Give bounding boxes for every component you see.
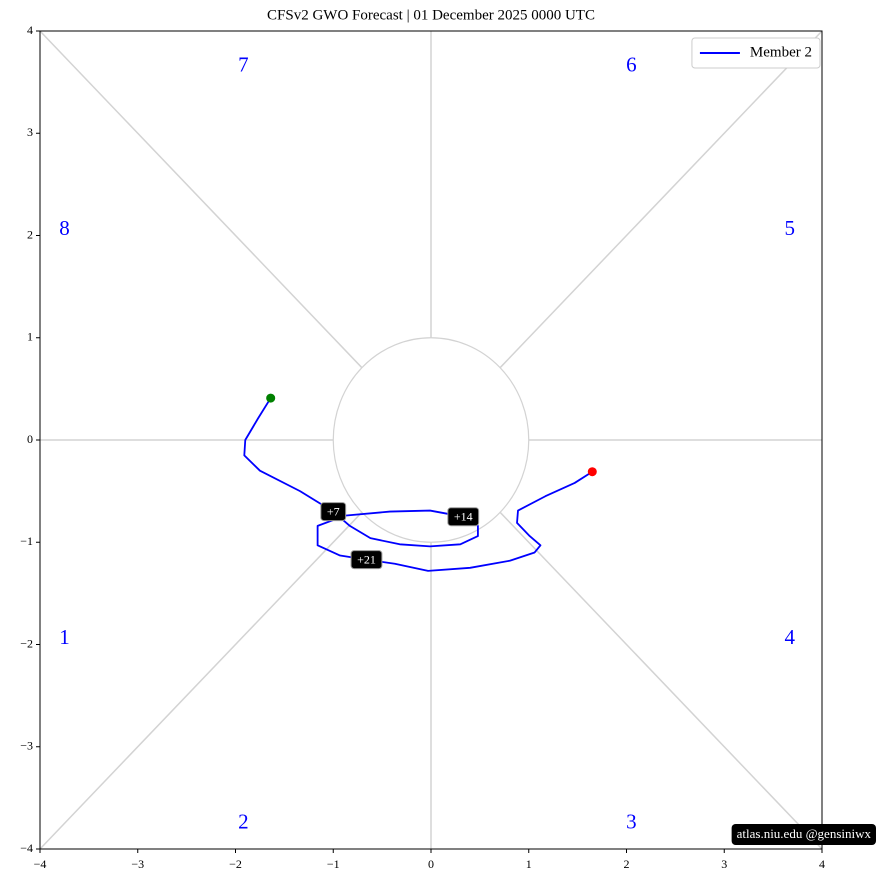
day-label: +21 <box>350 550 383 570</box>
x-tick-label: 3 <box>721 857 727 871</box>
y-tick-label: 2 <box>27 227 33 241</box>
day-label-box <box>320 502 347 522</box>
x-tick-label: −2 <box>229 857 242 871</box>
y-tick-label: 0 <box>27 432 33 446</box>
x-tick-label: −1 <box>327 857 340 871</box>
x-tick-label: 4 <box>819 857 825 871</box>
day-label: +7 <box>320 502 347 522</box>
y-tick-label: −3 <box>20 739 33 753</box>
y-tick-label: 4 <box>27 23 33 37</box>
y-tick-label: 1 <box>27 330 33 344</box>
guide-line <box>39 511 363 850</box>
guide-line <box>39 30 363 369</box>
day-label-text: +21 <box>357 552 376 566</box>
start-marker <box>266 393 276 403</box>
chart-title: CFSv2 GWO Forecast | 01 December 2025 00… <box>267 7 595 23</box>
day-label-text: +7 <box>327 504 340 518</box>
y-tick-label: 3 <box>27 125 33 139</box>
phase-label: 5 <box>784 216 795 240</box>
phase-label: 6 <box>626 53 637 77</box>
legend-label: Member 2 <box>750 44 812 60</box>
guide-line <box>499 511 823 850</box>
guide-line <box>499 30 823 369</box>
phase-label: 7 <box>238 53 249 77</box>
series-line <box>243 397 593 572</box>
credit-text: atlas.niu.edu @gensiniwx <box>737 826 872 841</box>
day-label-box <box>447 507 480 527</box>
x-tick-label: 0 <box>428 857 434 871</box>
credit-box <box>731 824 876 845</box>
x-tick-label: −3 <box>131 857 144 871</box>
unit-circle <box>332 337 530 543</box>
phase-label: 3 <box>626 809 637 833</box>
legend-box <box>691 37 821 69</box>
y-tick-label: −2 <box>20 636 33 650</box>
y-tick-label: −4 <box>20 841 33 855</box>
end-marker <box>587 467 597 477</box>
x-tick-label: 2 <box>624 857 630 871</box>
x-tick-label: −4 <box>34 857 47 871</box>
phase-label: 4 <box>784 625 795 649</box>
day-label: +14 <box>447 507 480 527</box>
day-label-box <box>350 550 383 570</box>
legend: Member 2 <box>691 37 821 69</box>
x-tick-label: 1 <box>526 857 532 871</box>
y-tick-label: −1 <box>20 534 33 548</box>
phase-label: 8 <box>59 216 70 240</box>
phase-label: 1 <box>59 625 70 649</box>
phase-label: 2 <box>238 809 249 833</box>
day-label-text: +14 <box>454 509 473 523</box>
